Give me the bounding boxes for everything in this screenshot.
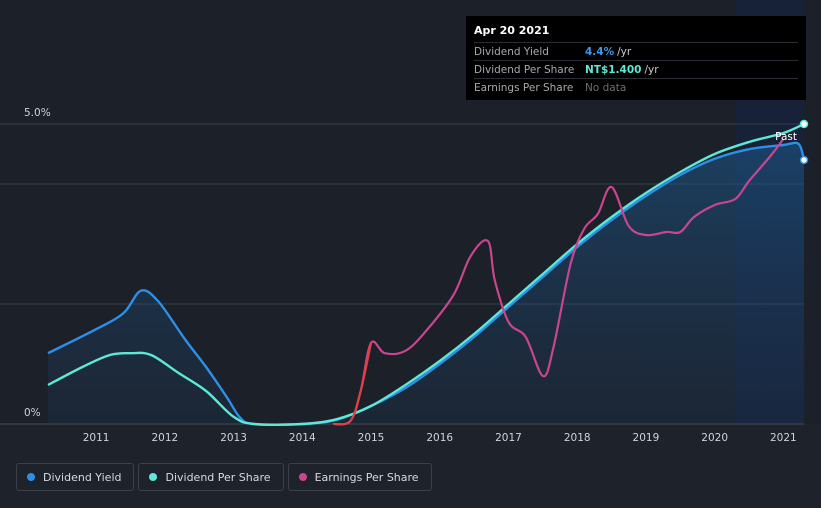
y-tick-label: 0% (24, 407, 41, 419)
x-tick-label: 2017 (495, 432, 522, 444)
legend-dot-icon (27, 473, 35, 481)
earnings-per-share-line (333, 138, 785, 426)
legend-label: Dividend Yield (43, 470, 122, 484)
legend-dot-icon (298, 473, 307, 481)
dividend-yield-line (47, 141, 806, 426)
tooltip-value: No data (585, 81, 627, 94)
x-tick-label: 2016 (426, 432, 453, 444)
tooltip-unit: /yr (617, 45, 632, 58)
tooltip-label: Dividend Yield (474, 45, 549, 58)
tooltip-unit: /yr (644, 63, 659, 76)
x-tick-label: 2021 (770, 432, 797, 444)
legend-dot-icon (149, 473, 158, 481)
dividend-per-share-marker (799, 119, 809, 129)
x-tick-label: 2020 (701, 432, 728, 444)
legend-item-dividend-yield[interactable]: Dividend Yield (16, 463, 135, 491)
legend-label: Earnings Per Share (314, 470, 419, 484)
tooltip-label: Dividend Per Share (474, 63, 575, 76)
tooltip-label: Earnings Per Share (474, 81, 574, 94)
legend-label: Dividend Per Share (165, 470, 271, 484)
dividend-per-share-line (47, 122, 805, 426)
tooltip-row-dividend-yield: Dividend Yield 4.4% /yr (474, 42, 798, 60)
x-tick-label: 2014 (289, 432, 316, 444)
x-tick-label: 2018 (564, 432, 591, 444)
legend: Dividend Yield Dividend Per Share Earnin… (16, 463, 432, 491)
tooltip-value: NT$1.400 (585, 63, 642, 76)
tooltip-date: Apr 20 2021 (474, 24, 550, 37)
dividend-yield-marker (799, 155, 809, 165)
earnings-negative-segment (333, 342, 373, 426)
tooltip-row-dividend-per-share: Dividend Per Share NT$1.400 /yr (474, 60, 798, 78)
past-label: Past (775, 131, 797, 143)
tooltip-value: 4.4% (585, 45, 615, 58)
x-tick-label: 2013 (220, 432, 247, 444)
x-tick-label: 2011 (83, 432, 110, 444)
legend-item-earnings-per-share[interactable]: Earnings Per Share (287, 463, 432, 491)
dividend-yield-area (48, 142, 804, 425)
x-tick-label: 2015 (358, 432, 385, 444)
x-tick-label: 2012 (151, 432, 178, 444)
x-tick-label: 2019 (633, 432, 660, 444)
legend-item-dividend-per-share[interactable]: Dividend Per Share (138, 463, 284, 491)
y-tick-label: 5.0% (24, 107, 51, 119)
tooltip-panel: Apr 20 2021 Dividend Yield 4.4% /yr Divi… (466, 16, 806, 100)
tooltip-row-earnings-per-share: Earnings Per Share No data (474, 78, 798, 96)
